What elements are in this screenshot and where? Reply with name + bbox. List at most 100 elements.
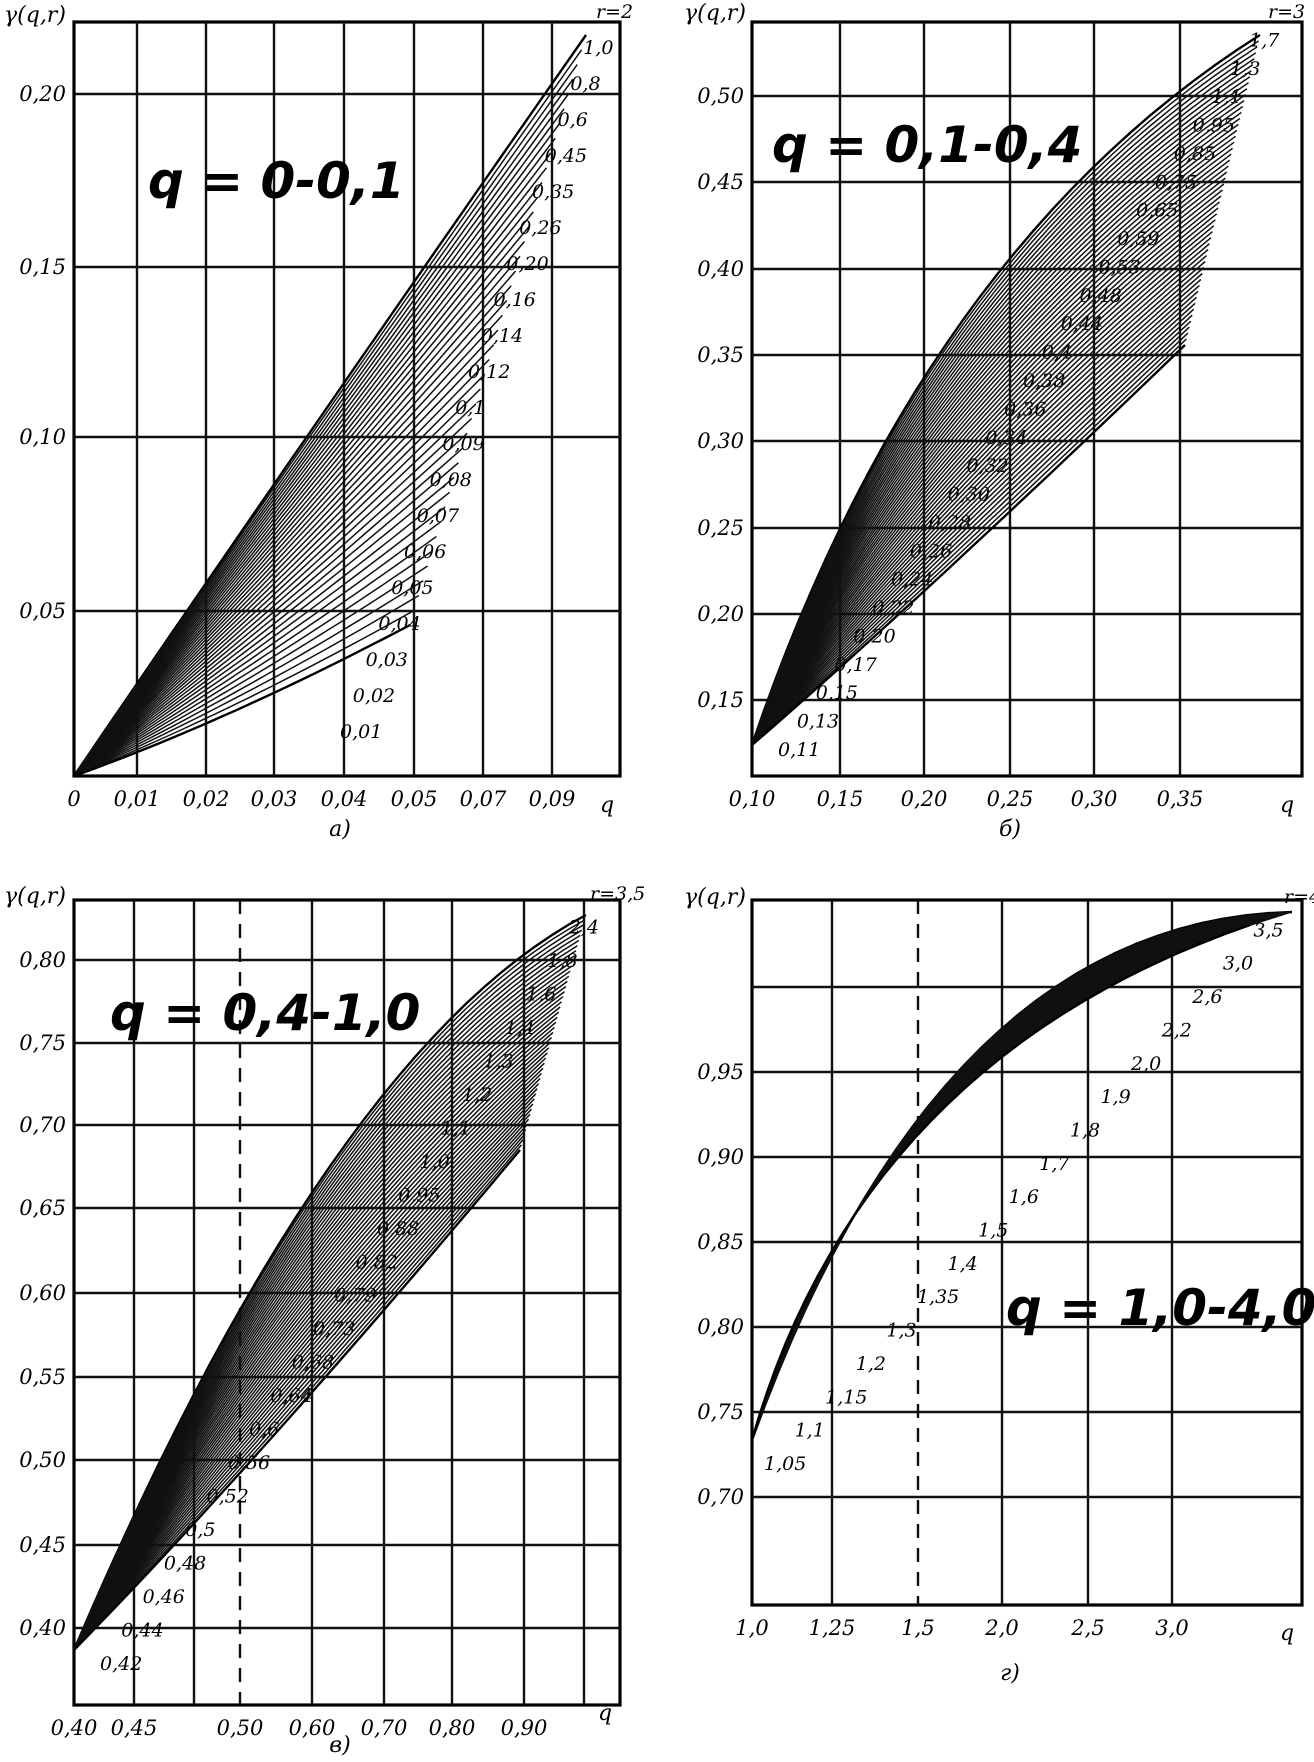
r-curve <box>751 308 1195 746</box>
plot-frame <box>750 898 1304 1607</box>
r-curve <box>72 913 587 1651</box>
x-tick-label: 0,25 <box>987 787 1034 811</box>
r-curve-intermediate <box>751 99 1245 746</box>
x-axis-label: q <box>598 1701 612 1726</box>
r-curve-label: 1,5 <box>978 1220 1008 1242</box>
r-curve-label: 0,6 <box>558 109 588 131</box>
r-curve-label: r=3 <box>1268 1 1305 23</box>
r-curve-intermediate <box>751 278 1202 746</box>
r-curve <box>73 565 429 777</box>
r-curve-intermediate <box>751 52 1257 746</box>
y-tick-label: 0,80 <box>19 948 66 972</box>
y-tick-label: 0,15 <box>19 255 66 279</box>
r-curve-intermediate <box>73 1093 537 1651</box>
r-curve-label: 2,4 <box>568 916 599 938</box>
r-curve-label: 0,24 <box>891 569 933 591</box>
r-curve-intermediate <box>73 403 477 777</box>
x-tick-label: 1,25 <box>809 1616 856 1640</box>
r-curve-intermediate <box>73 1103 534 1651</box>
r-curve-intermediate <box>73 1113 531 1651</box>
panel-caption: а) <box>329 817 351 842</box>
x-tick-label: 0,04 <box>321 787 368 811</box>
r-curve <box>73 945 578 1651</box>
r-curve <box>751 141 1235 746</box>
r-curve-intermediate <box>73 1144 522 1651</box>
x-tick-label: 1,5 <box>901 1616 934 1640</box>
r-curve <box>73 1098 535 1651</box>
r-curve-intermediate <box>73 1062 545 1651</box>
panel-caption: г) <box>1000 1661 1020 1686</box>
r-curve <box>73 270 517 777</box>
x-tick-label: 0,50 <box>217 1716 264 1740</box>
r-curve-intermediate <box>73 919 585 1651</box>
r-curve-label: 1,3 <box>886 1320 916 1342</box>
r-curve-intermediate <box>751 88 1248 746</box>
x-tick-label: 0,09 <box>529 787 576 811</box>
x-tick-label: 0,07 <box>460 787 507 811</box>
x-axis-label: q <box>1280 1621 1294 1646</box>
r-curve-intermediate <box>73 1042 551 1651</box>
r-curve-label: 0,11 <box>778 739 820 761</box>
x-tick-label: 0,30 <box>1071 787 1118 811</box>
r-curve-label: 0,1 <box>455 397 485 419</box>
r-curve-intermediate <box>73 432 468 777</box>
x-tick-label: 0 <box>67 787 80 811</box>
r-curve-intermediate <box>73 609 415 777</box>
r-curve-intermediate <box>73 1134 525 1651</box>
r-curve <box>751 93 1247 746</box>
x-tick-label: 0,01 <box>114 787 161 811</box>
range-annotation: q = 0,1-0,4 <box>772 116 1082 174</box>
y-tick-label: 0,20 <box>697 602 744 626</box>
r-curve-label: 0,44 <box>1061 313 1103 335</box>
r-curve <box>73 623 411 778</box>
r-curve <box>73 965 573 1651</box>
r-curve-intermediate <box>73 980 568 1651</box>
x-tick-label: 2,0 <box>984 1616 1018 1640</box>
r-curve <box>751 332 1189 746</box>
r-curve-label: 0,48 <box>1080 285 1122 307</box>
r-curve-intermediate <box>73 196 539 777</box>
r-curve <box>751 284 1200 746</box>
r-curve-label: 0,48 <box>164 1553 206 1575</box>
r-curve <box>73 1067 544 1651</box>
y-axis-label: γ(q,r) <box>684 1 746 26</box>
r-curve-intermediate <box>751 302 1196 746</box>
r-curve <box>73 934 581 1651</box>
r-curve-intermediate <box>73 970 571 1651</box>
y-tick-label: 0,70 <box>697 1485 744 1509</box>
x-tick-label: 1,0 <box>735 1616 768 1640</box>
r-curve-intermediate <box>751 922 1257 1441</box>
r-curve-intermediate <box>751 921 1259 1441</box>
r-curve <box>73 535 437 777</box>
r-curve-intermediate <box>73 550 433 777</box>
r-curve-intermediate <box>73 521 442 777</box>
r-curve-intermediate <box>73 108 565 777</box>
r-curve <box>73 299 508 777</box>
y-tick-label: 0,55 <box>19 1365 66 1389</box>
r-curve <box>73 1037 553 1651</box>
x-tick-label: 0,02 <box>183 787 230 811</box>
r-curve-label: 0,04 <box>378 613 420 635</box>
r-curve <box>73 1088 538 1651</box>
chart-panel-2: 0,15 0,20 0,25 0,30 0,35 0,40 0,45 0,50 0,10 0,15… <box>684 1 1305 842</box>
r-curve <box>73 329 499 777</box>
r-curve <box>751 213 1218 746</box>
r-curve-label: 0,02 <box>353 685 395 707</box>
r-curve-label: 3,5 <box>1253 919 1283 941</box>
r-curve <box>751 921 1258 1441</box>
r-curve-label: 0,38 <box>1023 370 1065 392</box>
r-curve <box>73 1026 555 1651</box>
r-curve-label: 0,44 <box>121 1620 163 1642</box>
r-curve-label: 1,3 <box>1230 58 1260 80</box>
chart-panel-4: 0,70 0,75 0,80 0,85 0,90 0,95 1,0 1,25 1,5 2,0 2,5… <box>684 885 1314 1686</box>
r-curve <box>73 388 481 777</box>
r-curve-intermediate <box>751 919 1267 1441</box>
r-curve <box>751 225 1215 746</box>
r-curve-intermediate <box>751 920 1264 1441</box>
r-curve-intermediate <box>73 1072 543 1651</box>
r-curve-intermediate <box>751 171 1228 746</box>
r-curve-label: 0,45 <box>545 145 587 167</box>
r-curve-intermediate <box>73 49 583 777</box>
x-tick-label: 2,5 <box>1070 1616 1104 1640</box>
r-curve <box>751 919 1265 1441</box>
